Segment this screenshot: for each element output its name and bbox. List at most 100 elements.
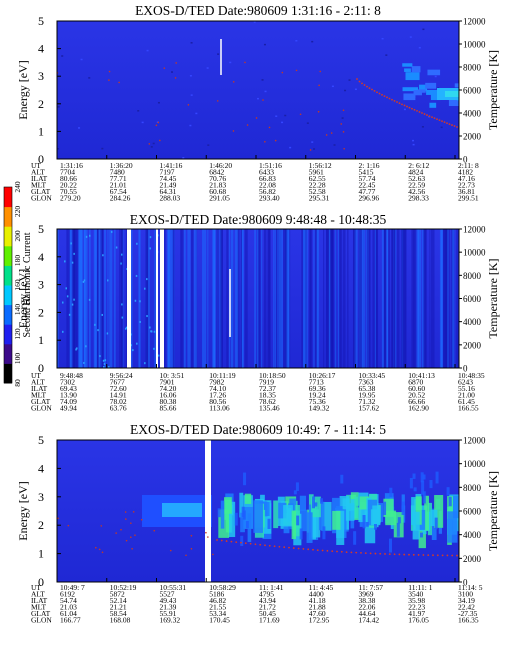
noise-pixel [80, 58, 83, 61]
streak [381, 229, 385, 368]
orbit-value: 10:26:17 [309, 371, 336, 380]
orbit-value: 11: 7:57 [359, 583, 384, 592]
noise-pixel [418, 46, 421, 49]
orbit-value: 74.09 [60, 397, 77, 406]
temperature-point [131, 547, 133, 550]
streak [338, 229, 340, 368]
y2-tick-label: 6000 [463, 507, 482, 517]
flux-patch [273, 500, 279, 529]
flux-pixel [110, 230, 113, 233]
noise-pixel [440, 126, 443, 129]
temperature-point [378, 92, 381, 95]
flux-pixel [126, 326, 128, 329]
noise-pixel [229, 61, 232, 64]
noise-pixel [281, 121, 284, 124]
flux-patch [404, 68, 411, 72]
orbit-value: 166.35 [458, 616, 479, 625]
orbit-value: 20.52 [408, 391, 425, 400]
temperature-point [366, 85, 368, 88]
temperature-point [356, 78, 358, 80]
colorbar-tick-label: 80 [13, 379, 22, 387]
orbit-value: 50.45 [259, 609, 276, 618]
streak [97, 229, 99, 368]
temperature-point [446, 122, 448, 125]
orbit-value: 22.45 [359, 181, 376, 190]
y2-tick-label: 2000 [463, 340, 482, 350]
orbit-value: 284.26 [110, 194, 131, 203]
streak [275, 229, 278, 368]
streak [109, 229, 113, 368]
y-tick-label: 4 [38, 42, 44, 56]
flux-patch [411, 66, 421, 73]
y2-tick-label: 0 [463, 578, 468, 588]
streak [360, 229, 364, 368]
streak [130, 229, 133, 368]
temperature-point [350, 551, 353, 554]
streak [278, 229, 283, 368]
streak [80, 229, 83, 368]
orbit-row-label: UT [31, 583, 41, 592]
noise-pixel [261, 79, 264, 81]
noise-pixel [385, 54, 388, 56]
orbit-value: 77.71 [110, 174, 127, 183]
flux-patch [447, 496, 454, 520]
y-tick-label: 3 [38, 490, 44, 504]
colorbar-tick-label: 140 [13, 304, 22, 316]
y2-tick-label: 4000 [463, 530, 482, 540]
flux-pixel [99, 355, 101, 358]
flux-patch [241, 506, 245, 518]
orbit-value: 11:14: 5 [458, 583, 483, 592]
temperature-point [343, 147, 345, 150]
streak [417, 229, 422, 368]
flux-patch [422, 474, 426, 480]
temperature-point [108, 79, 110, 81]
y2-axis-label: Temperature [K] [486, 50, 500, 130]
temperature-point [225, 540, 228, 542]
flux-pixel [146, 315, 148, 318]
colorbar: 80 100 120 140 160 180 200 220 240 Second Harmoni… [3, 181, 33, 387]
orbit-value: 64.31 [160, 187, 177, 196]
flux-pixel [121, 253, 123, 256]
orbit-value: 21.72 [259, 603, 276, 612]
flux-patch [434, 517, 438, 530]
orbit-value: 22.08 [259, 181, 276, 190]
flux-pixel [144, 287, 146, 290]
temperature-point [207, 536, 209, 538]
noise-pixel [311, 141, 314, 143]
temperature-point [220, 539, 223, 542]
streak [391, 229, 394, 368]
noise-pixel [421, 126, 424, 128]
noise-pixel [57, 148, 60, 150]
temperature-point [288, 546, 290, 549]
noise-pixel [171, 71, 174, 73]
orbit-value: 55.91 [160, 609, 177, 618]
temperature-point [421, 112, 423, 114]
flux-pixel [149, 326, 151, 329]
orbit-value: 47.16 [458, 174, 475, 183]
orbit-value: 21.49 [160, 181, 177, 190]
flux-patch [435, 471, 439, 484]
flux-patch [452, 495, 459, 519]
noise-pixel [189, 124, 192, 127]
noise-pixel [182, 156, 185, 159]
streak [383, 229, 386, 368]
orbit-value: 168.08 [110, 616, 131, 625]
temperature-point [262, 99, 264, 101]
temperature-point [316, 549, 319, 552]
noise-pixel [333, 144, 336, 146]
colorbar-swatch [4, 187, 12, 208]
orbit-value: 22.73 [458, 181, 475, 190]
streak [236, 229, 239, 368]
temperature-point [412, 553, 415, 556]
flux-pixel [70, 242, 72, 245]
orbit-value: 74.10 [209, 384, 226, 393]
temperature-point [125, 539, 128, 542]
orbit-value: 21.39 [160, 603, 177, 612]
orbit-value: 291.05 [209, 194, 230, 203]
streak [316, 229, 320, 368]
temperature-point [413, 108, 416, 111]
y-tick-label: 4 [38, 461, 44, 475]
streak [244, 229, 248, 368]
panel-3: EXOS-D/TED Date:980609 10:49: 7 - 11:14:… [16, 422, 500, 625]
noise-pixel [331, 85, 334, 88]
